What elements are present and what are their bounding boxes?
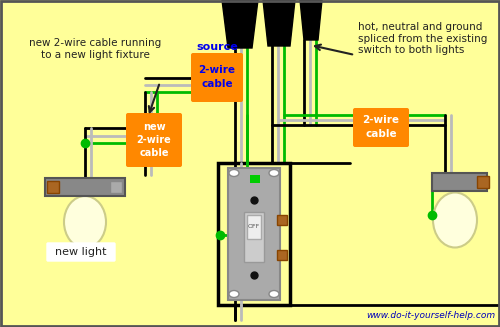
Bar (277, 250, 287, 260)
Text: 2-wire
cable: 2-wire cable (362, 115, 400, 139)
Bar (277, 215, 287, 225)
Bar (45, 178, 125, 196)
Ellipse shape (269, 169, 279, 177)
Text: www.do-it-yourself-help.com: www.do-it-yourself-help.com (366, 311, 495, 320)
Text: hot, neutral and ground
spliced from the existing
switch to both lights: hot, neutral and ground spliced from the… (358, 22, 488, 55)
FancyBboxPatch shape (191, 53, 243, 102)
Ellipse shape (229, 290, 239, 298)
Bar (250, 175, 260, 183)
Polygon shape (222, 0, 258, 48)
Ellipse shape (229, 169, 239, 177)
Bar (218, 163, 290, 305)
Bar (244, 212, 264, 262)
Ellipse shape (433, 193, 477, 248)
Bar (247, 215, 261, 239)
Bar (477, 176, 489, 188)
Polygon shape (300, 0, 322, 40)
Ellipse shape (269, 290, 279, 298)
FancyBboxPatch shape (47, 243, 115, 261)
Text: new light: new light (55, 247, 107, 257)
Polygon shape (263, 0, 295, 46)
Text: source: source (196, 42, 238, 52)
Bar (110, 181, 122, 193)
FancyBboxPatch shape (126, 113, 182, 167)
Bar (432, 173, 487, 191)
Text: OFF: OFF (248, 225, 260, 230)
Text: new
2-wire
cable: new 2-wire cable (136, 122, 172, 158)
Ellipse shape (64, 196, 106, 248)
Text: 2-wire
cable: 2-wire cable (198, 65, 235, 89)
Bar (228, 168, 280, 300)
Text: new 2-wire cable running
to a new light fixture: new 2-wire cable running to a new light … (29, 38, 161, 60)
FancyBboxPatch shape (353, 108, 409, 147)
Bar (47, 181, 59, 193)
